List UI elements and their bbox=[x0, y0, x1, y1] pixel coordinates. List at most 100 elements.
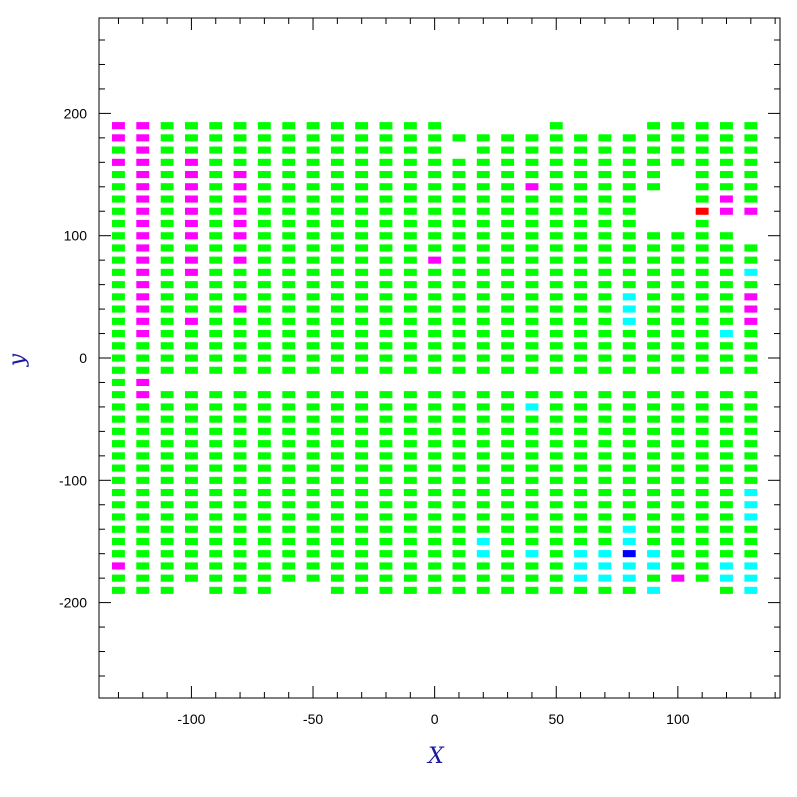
heatmap-cell bbox=[647, 122, 660, 130]
heatmap-cell bbox=[744, 537, 758, 545]
heatmap-cell bbox=[525, 574, 539, 582]
heatmap-cell bbox=[744, 268, 758, 276]
heatmap-cell bbox=[136, 195, 150, 203]
heatmap-cell bbox=[185, 452, 198, 460]
heatmap-cell bbox=[647, 464, 660, 472]
heatmap-cell bbox=[452, 537, 466, 545]
heatmap-cell bbox=[671, 501, 685, 509]
heatmap-cell bbox=[671, 403, 685, 411]
heatmap-cell bbox=[403, 366, 417, 374]
heatmap-cell bbox=[355, 366, 369, 374]
heatmap-cell bbox=[720, 207, 733, 215]
heatmap-cell bbox=[695, 195, 709, 203]
x-tick-label: 100 bbox=[666, 711, 690, 727]
heatmap-cell bbox=[160, 354, 174, 362]
heatmap-cell bbox=[549, 354, 563, 362]
heatmap-cell bbox=[622, 330, 636, 338]
heatmap-cell bbox=[549, 268, 563, 276]
heatmap-cell bbox=[574, 574, 587, 582]
heatmap-cell bbox=[671, 158, 685, 166]
heatmap-cell bbox=[233, 489, 247, 497]
heatmap-cell bbox=[379, 403, 393, 411]
heatmap-cell bbox=[403, 293, 417, 301]
heatmap-cell bbox=[185, 501, 198, 509]
heatmap-cell bbox=[403, 317, 417, 325]
heatmap-cell bbox=[185, 562, 198, 570]
heatmap-cell bbox=[476, 146, 490, 154]
heatmap-cell bbox=[185, 342, 198, 350]
heatmap-cell bbox=[744, 525, 758, 533]
heatmap-cell bbox=[233, 293, 247, 301]
heatmap-cell bbox=[501, 586, 515, 594]
heatmap-cell bbox=[647, 146, 660, 154]
heatmap-cell bbox=[257, 537, 271, 545]
heatmap-cell bbox=[209, 440, 223, 448]
heatmap-cell bbox=[549, 219, 563, 227]
heatmap-cell bbox=[282, 122, 296, 130]
heatmap-cell bbox=[112, 403, 125, 411]
heatmap-cell bbox=[330, 403, 344, 411]
heatmap-cell bbox=[233, 440, 247, 448]
heatmap-cell bbox=[233, 403, 247, 411]
heatmap-cell bbox=[306, 281, 320, 289]
heatmap-cell bbox=[136, 232, 150, 240]
heatmap-cell bbox=[136, 268, 150, 276]
heatmap-cell bbox=[403, 305, 417, 313]
heatmap-cell bbox=[403, 122, 417, 130]
heatmap-cell bbox=[379, 562, 393, 570]
heatmap-cell bbox=[379, 317, 393, 325]
heatmap-cell bbox=[598, 171, 612, 179]
heatmap-cell bbox=[501, 305, 515, 313]
heatmap-cell bbox=[209, 293, 223, 301]
heatmap-cell bbox=[428, 403, 442, 411]
heatmap-cell bbox=[598, 354, 612, 362]
heatmap-cell bbox=[306, 207, 320, 215]
heatmap-cell bbox=[257, 330, 271, 338]
heatmap-cell bbox=[355, 562, 369, 570]
heatmap-cell bbox=[330, 452, 344, 460]
heatmap-cell bbox=[452, 158, 466, 166]
heatmap-cell bbox=[549, 256, 563, 264]
heatmap-cell bbox=[525, 146, 539, 154]
heatmap-cell bbox=[136, 317, 150, 325]
heatmap-cell bbox=[695, 219, 709, 227]
heatmap-cell bbox=[476, 586, 490, 594]
heatmap-cell bbox=[306, 244, 320, 252]
heatmap-cell bbox=[525, 525, 539, 533]
heatmap-cell bbox=[282, 293, 296, 301]
heatmap-cell bbox=[501, 183, 515, 191]
heatmap-cell bbox=[647, 415, 660, 423]
heatmap-cell bbox=[476, 537, 490, 545]
heatmap-cell bbox=[622, 293, 636, 301]
heatmap-cell bbox=[476, 366, 490, 374]
heatmap-cell bbox=[257, 403, 271, 411]
heatmap-cell bbox=[428, 574, 442, 582]
heatmap-cell bbox=[574, 330, 587, 338]
heatmap-cell bbox=[501, 525, 515, 533]
heatmap-cell bbox=[647, 281, 660, 289]
heatmap-cell bbox=[598, 513, 612, 521]
heatmap-cell bbox=[112, 489, 125, 497]
heatmap-cell bbox=[403, 525, 417, 533]
heatmap-cell bbox=[622, 440, 636, 448]
heatmap-cell bbox=[379, 440, 393, 448]
heatmap-cell bbox=[695, 464, 709, 472]
heatmap-cell bbox=[525, 244, 539, 252]
heatmap-cell bbox=[452, 342, 466, 350]
heatmap-cell bbox=[282, 464, 296, 472]
heatmap-cell bbox=[452, 317, 466, 325]
heatmap-cell bbox=[257, 232, 271, 240]
heatmap-cell bbox=[720, 550, 733, 558]
heatmap-cell bbox=[695, 305, 709, 313]
heatmap-cell bbox=[622, 244, 636, 252]
heatmap-cell bbox=[136, 476, 150, 484]
heatmap-cell bbox=[647, 489, 660, 497]
heatmap-cell bbox=[112, 195, 125, 203]
heatmap-cell bbox=[428, 146, 442, 154]
heatmap-cell bbox=[744, 256, 758, 264]
heatmap-cell bbox=[282, 415, 296, 423]
heatmap-cell bbox=[671, 513, 685, 521]
heatmap-cell bbox=[525, 489, 539, 497]
heatmap-cell bbox=[647, 513, 660, 521]
heatmap-cell bbox=[476, 330, 490, 338]
